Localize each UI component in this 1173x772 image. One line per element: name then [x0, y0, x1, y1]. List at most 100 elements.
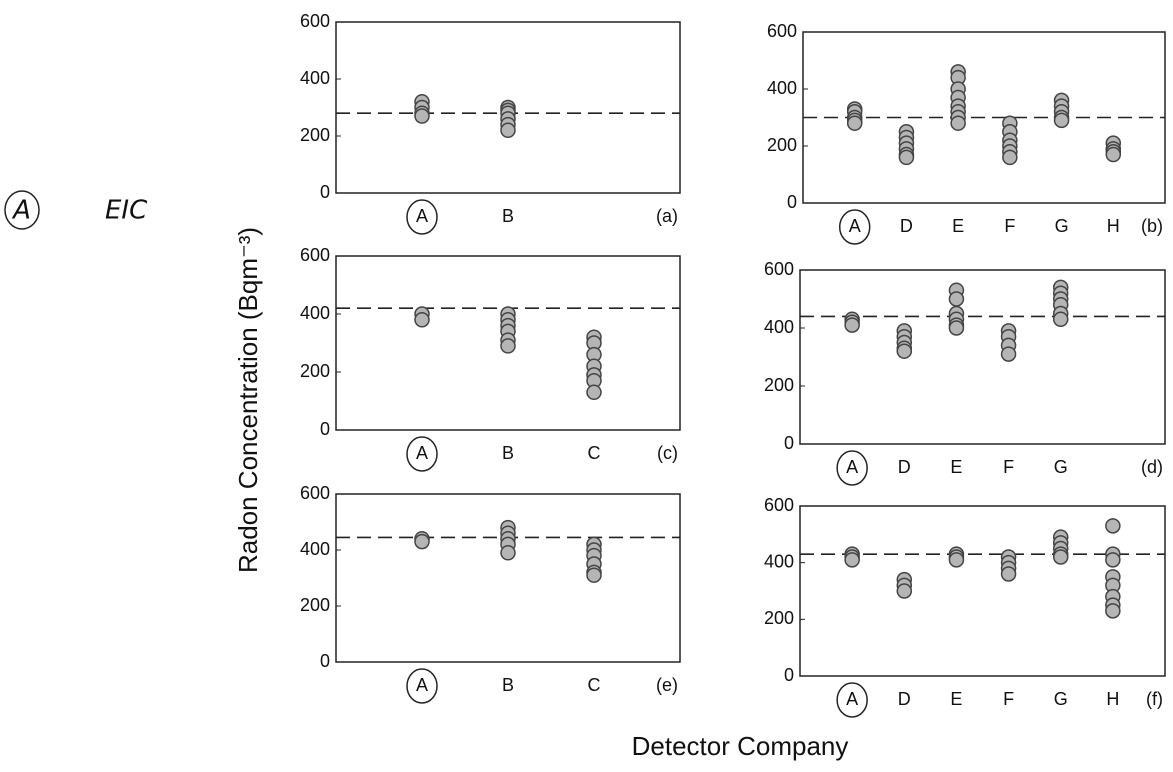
- data-point: [1002, 149, 1018, 166]
- panel-label: (c): [657, 443, 678, 463]
- x-tick-label: A: [416, 675, 428, 695]
- x-tick-label: A: [846, 457, 858, 477]
- x-tick-label: A: [849, 216, 861, 236]
- y-tick-label: 200: [300, 125, 330, 145]
- x-tick-label: A: [416, 206, 428, 226]
- x-tick-label: H: [1106, 689, 1119, 709]
- x-tick-label: F: [1004, 216, 1015, 236]
- data-point: [1000, 346, 1017, 362]
- plot-frame: [335, 493, 681, 663]
- y-tick-label: 200: [764, 608, 794, 628]
- y-tick-label: 400: [300, 303, 330, 323]
- data-point: [1052, 311, 1069, 328]
- y-tick-label: 200: [764, 375, 794, 395]
- x-tick-label: E: [950, 457, 962, 477]
- y-tick-label: 0: [784, 433, 794, 453]
- y-tick-label: 600: [300, 483, 330, 503]
- y-tick-label: 0: [787, 192, 797, 212]
- data-point: [1105, 552, 1121, 568]
- x-tick-label: E: [950, 689, 962, 709]
- data-point: [1105, 603, 1121, 619]
- y-tick-label: 0: [320, 651, 330, 671]
- y-tick-label: 0: [320, 419, 330, 439]
- data-point: [844, 317, 860, 333]
- data-point: [1053, 112, 1070, 129]
- y-tick-label: 0: [784, 665, 794, 685]
- panel-label: (d): [1141, 457, 1163, 477]
- x-tick-label: C: [588, 675, 601, 695]
- data-point: [898, 149, 915, 166]
- data-point: [500, 338, 516, 354]
- data-point: [948, 552, 965, 568]
- x-axis-label: Detector Company: [632, 731, 849, 761]
- data-point: [844, 552, 860, 568]
- note-circle: [4, 190, 40, 230]
- hand-circle: [406, 436, 438, 472]
- x-tick-label: B: [502, 206, 514, 226]
- y-tick-label: 200: [300, 361, 330, 381]
- x-tick-label: F: [1003, 457, 1014, 477]
- hand-circle: [406, 199, 438, 235]
- x-tick-label: D: [898, 689, 911, 709]
- hand-circle: [836, 682, 868, 718]
- plot-frame: [799, 505, 1166, 677]
- x-tick-label: B: [502, 443, 514, 463]
- data-point: [1052, 549, 1069, 565]
- plot-frame: [335, 255, 681, 431]
- x-tick-label: G: [1054, 689, 1068, 709]
- data-point: [1105, 518, 1121, 534]
- panel-label: (f): [1146, 689, 1163, 709]
- x-tick-label: A: [416, 443, 428, 463]
- plot-frame: [335, 21, 681, 194]
- data-point: [1000, 566, 1017, 582]
- x-tick-label: D: [900, 216, 913, 236]
- y-tick-label: 600: [764, 495, 794, 515]
- data-point: [950, 115, 966, 131]
- y-tick-label: 600: [767, 21, 797, 41]
- x-tick-label: F: [1003, 689, 1014, 709]
- hand-circle: [836, 450, 868, 486]
- data-point: [948, 320, 965, 336]
- panel-label: (b): [1141, 216, 1163, 236]
- hand-circle: [838, 209, 871, 245]
- x-tick-label: D: [898, 457, 911, 477]
- y-tick-label: 400: [300, 539, 330, 559]
- y-tick-label: 200: [300, 595, 330, 615]
- x-tick-label: E: [952, 216, 964, 236]
- data-point: [500, 545, 516, 561]
- data-point: [1105, 146, 1122, 163]
- data-point: [896, 343, 913, 359]
- hand-circle: [406, 668, 438, 704]
- y-tick-label: 600: [764, 259, 794, 279]
- data-point: [586, 567, 602, 583]
- data-point: [948, 291, 965, 307]
- data-point: [846, 115, 863, 131]
- y-tick-label: 200: [767, 135, 797, 155]
- data-point: [414, 533, 430, 550]
- panel-label: (a): [656, 206, 678, 226]
- data-point: [586, 384, 602, 401]
- data-point: [414, 312, 430, 328]
- x-tick-label: H: [1107, 216, 1120, 236]
- note-symbol: A: [11, 196, 31, 226]
- data-point: [500, 122, 516, 139]
- data-point: [414, 108, 430, 124]
- y-tick-label: 600: [300, 245, 330, 265]
- x-tick-label: A: [846, 689, 858, 709]
- x-tick-label: C: [588, 443, 601, 463]
- y-tick-label: 400: [300, 68, 330, 88]
- y-tick-label: 0: [320, 182, 330, 202]
- x-tick-label: G: [1054, 457, 1068, 477]
- y-tick-label: 400: [764, 551, 794, 571]
- x-tick-label: B: [502, 675, 514, 695]
- y-tick-label: 400: [767, 78, 797, 98]
- y-axis-label: Radon Concentration (Bqm⁻³): [233, 227, 263, 573]
- note-text: EIC: [105, 196, 148, 226]
- y-tick-label: 600: [300, 11, 330, 31]
- panel-label: (e): [656, 675, 678, 695]
- data-point: [896, 583, 913, 599]
- x-tick-label: G: [1055, 216, 1069, 236]
- y-tick-label: 400: [764, 317, 794, 337]
- plot-frame: [799, 269, 1166, 445]
